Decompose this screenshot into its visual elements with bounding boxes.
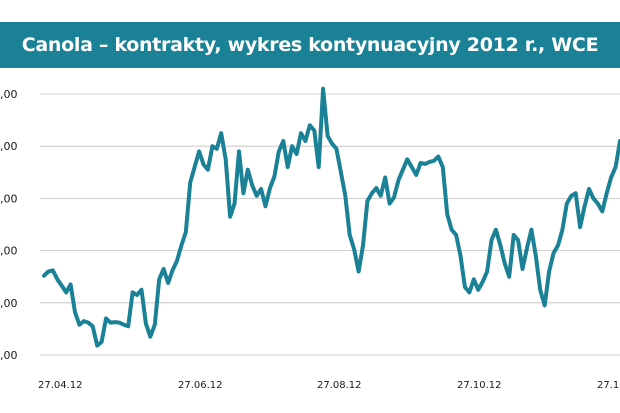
y-tick-label: ,00 [0, 140, 18, 153]
y-tick-label: ,00 [0, 192, 18, 205]
x-tick-label: 27.08.12 [317, 380, 362, 391]
grid-lines [40, 93, 620, 356]
x-tick-label: 27.1 [597, 380, 619, 391]
x-tick-labels: 27.04.12 27.06.12 27.08.12 27.10.12 27.1 [38, 380, 619, 391]
y-tick-label: ,00 [0, 297, 18, 310]
series-group [42, 86, 620, 348]
chart-title: Canola – kontrakty, wykres kontynuacyjny… [21, 34, 599, 56]
x-tick-label: 27.04.12 [38, 380, 83, 391]
y-tick-label: ,00 [0, 349, 18, 362]
x-tick-label: 27.06.12 [178, 380, 223, 391]
y-tick-label: ,00 [0, 245, 18, 258]
series-line [42, 86, 620, 348]
x-tick-label: 27.10.12 [457, 380, 502, 391]
y-tick-label: ,00 [0, 88, 18, 101]
y-tick-labels: ,00 ,00 ,00 ,00 ,00 ,00 [0, 88, 18, 362]
chart-title-bar: Canola – kontrakty, wykres kontynuacyjny… [0, 22, 620, 68]
